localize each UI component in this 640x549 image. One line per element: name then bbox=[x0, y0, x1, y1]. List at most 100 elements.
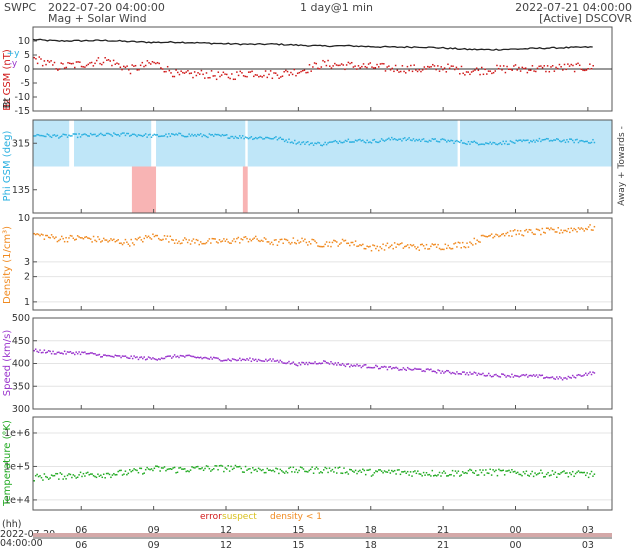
phi-series-point bbox=[191, 133, 193, 136]
temperature-series-point bbox=[144, 468, 147, 471]
density-series-point bbox=[537, 228, 539, 231]
speed-series-point bbox=[528, 374, 531, 377]
phi-series-point bbox=[234, 135, 237, 138]
phi-series-point bbox=[291, 141, 293, 143]
temperature-series-point bbox=[104, 477, 106, 479]
phi-series-point bbox=[446, 141, 448, 143]
temperature-series-point bbox=[89, 473, 92, 475]
speed-series-point bbox=[140, 356, 143, 358]
bz-series-point bbox=[366, 66, 368, 69]
bz-series-point bbox=[413, 64, 415, 66]
temperature-series-point bbox=[58, 478, 60, 480]
temperature-series-point bbox=[427, 474, 429, 476]
bz-series-point bbox=[335, 64, 338, 66]
temperature-series-point bbox=[214, 465, 216, 467]
speed-series-point bbox=[540, 374, 542, 377]
temperature-series-point bbox=[178, 467, 180, 469]
temperature-series-point bbox=[393, 469, 396, 472]
temperature-series-point bbox=[391, 469, 393, 472]
bz-series-point bbox=[501, 69, 503, 71]
phi-series-point bbox=[534, 141, 536, 143]
satellite-label: [Active] DSCOVR bbox=[539, 12, 632, 25]
speed-series-point bbox=[321, 362, 324, 364]
speed-series-point bbox=[254, 358, 257, 361]
density-series-point bbox=[583, 230, 586, 232]
phi-series-point bbox=[134, 134, 137, 136]
speed-panel-ytick-label: 450 bbox=[12, 336, 30, 347]
phi-series-point bbox=[466, 143, 468, 146]
speed-series-point bbox=[317, 362, 319, 365]
density-series-point bbox=[377, 249, 380, 252]
temperature-series-point bbox=[288, 467, 290, 470]
density-series-point bbox=[437, 243, 439, 246]
temperature-series-point bbox=[127, 472, 130, 475]
density-series-point bbox=[541, 227, 544, 230]
temperature-series-point bbox=[197, 465, 199, 468]
density-series-point bbox=[347, 242, 350, 245]
density-series-point bbox=[447, 244, 449, 247]
density-series-point bbox=[56, 240, 59, 243]
temperature-series-point bbox=[163, 466, 166, 468]
speed-series-point bbox=[129, 357, 131, 360]
temperature-series-point bbox=[246, 469, 248, 471]
density-series-point bbox=[188, 239, 190, 241]
speed-series-point bbox=[249, 357, 251, 359]
density-series-point bbox=[380, 247, 383, 250]
density-series-point bbox=[456, 246, 458, 248]
phi-series-point bbox=[117, 133, 119, 136]
temperature-series-point bbox=[113, 472, 115, 475]
phi-series-point bbox=[281, 138, 283, 140]
speed-series-point bbox=[341, 362, 344, 365]
phi-series-point bbox=[114, 133, 117, 136]
density-series-point bbox=[173, 242, 176, 244]
bz-series-point bbox=[584, 69, 586, 72]
phi-series-point bbox=[298, 141, 300, 143]
density-series-point bbox=[496, 234, 499, 236]
density-series-point bbox=[359, 244, 361, 246]
density-series-point bbox=[46, 234, 49, 237]
bz-series-point bbox=[388, 65, 390, 67]
density-series-point bbox=[590, 229, 593, 231]
temperature-panel-ytick-label: 1e+5 bbox=[4, 461, 30, 472]
phi-series-point bbox=[522, 139, 525, 141]
phi-series-point bbox=[94, 133, 96, 136]
phi-series-point bbox=[502, 140, 504, 143]
bz-series-point bbox=[35, 58, 37, 60]
phi-series-point bbox=[69, 135, 72, 137]
speed-series-point bbox=[537, 376, 539, 378]
speed-series-point bbox=[476, 374, 478, 376]
density-series-point bbox=[234, 240, 237, 243]
phi-series-point bbox=[144, 133, 147, 135]
density-series-point bbox=[521, 234, 523, 236]
phi-series-point bbox=[231, 135, 234, 138]
density-series-point bbox=[314, 240, 316, 242]
bz-series-point bbox=[190, 72, 193, 74]
density-series-point bbox=[398, 243, 400, 246]
bz-series-point bbox=[589, 63, 591, 65]
bz-series-point bbox=[116, 62, 118, 64]
temperature-series-point bbox=[153, 467, 156, 470]
bz-series-point bbox=[192, 76, 194, 79]
bz-series-point bbox=[377, 66, 380, 68]
temperature-series-point bbox=[247, 468, 250, 470]
bz-series-point bbox=[590, 67, 593, 70]
x-tick-label-top: 21 bbox=[437, 525, 449, 536]
bz-series-point bbox=[415, 69, 417, 71]
x-tick-label-top: 15 bbox=[292, 525, 304, 536]
phi-series-point bbox=[296, 142, 299, 144]
phi-series-point bbox=[511, 141, 513, 143]
speed-series-point bbox=[388, 366, 390, 368]
bz-series-point bbox=[386, 66, 388, 68]
bz-series-point bbox=[475, 67, 478, 69]
bz-series-point bbox=[290, 71, 292, 74]
phi-series-point bbox=[547, 138, 549, 140]
density-series-point bbox=[227, 241, 229, 243]
speed-series-point bbox=[163, 357, 166, 360]
speed-series-point bbox=[527, 376, 529, 378]
speed-series-point bbox=[516, 375, 519, 377]
temperature-series-point bbox=[405, 472, 407, 474]
temperature-series-point bbox=[569, 472, 571, 474]
temperature-series-point bbox=[299, 466, 302, 468]
density-series-point bbox=[556, 231, 558, 233]
phi-series-point bbox=[130, 134, 132, 137]
